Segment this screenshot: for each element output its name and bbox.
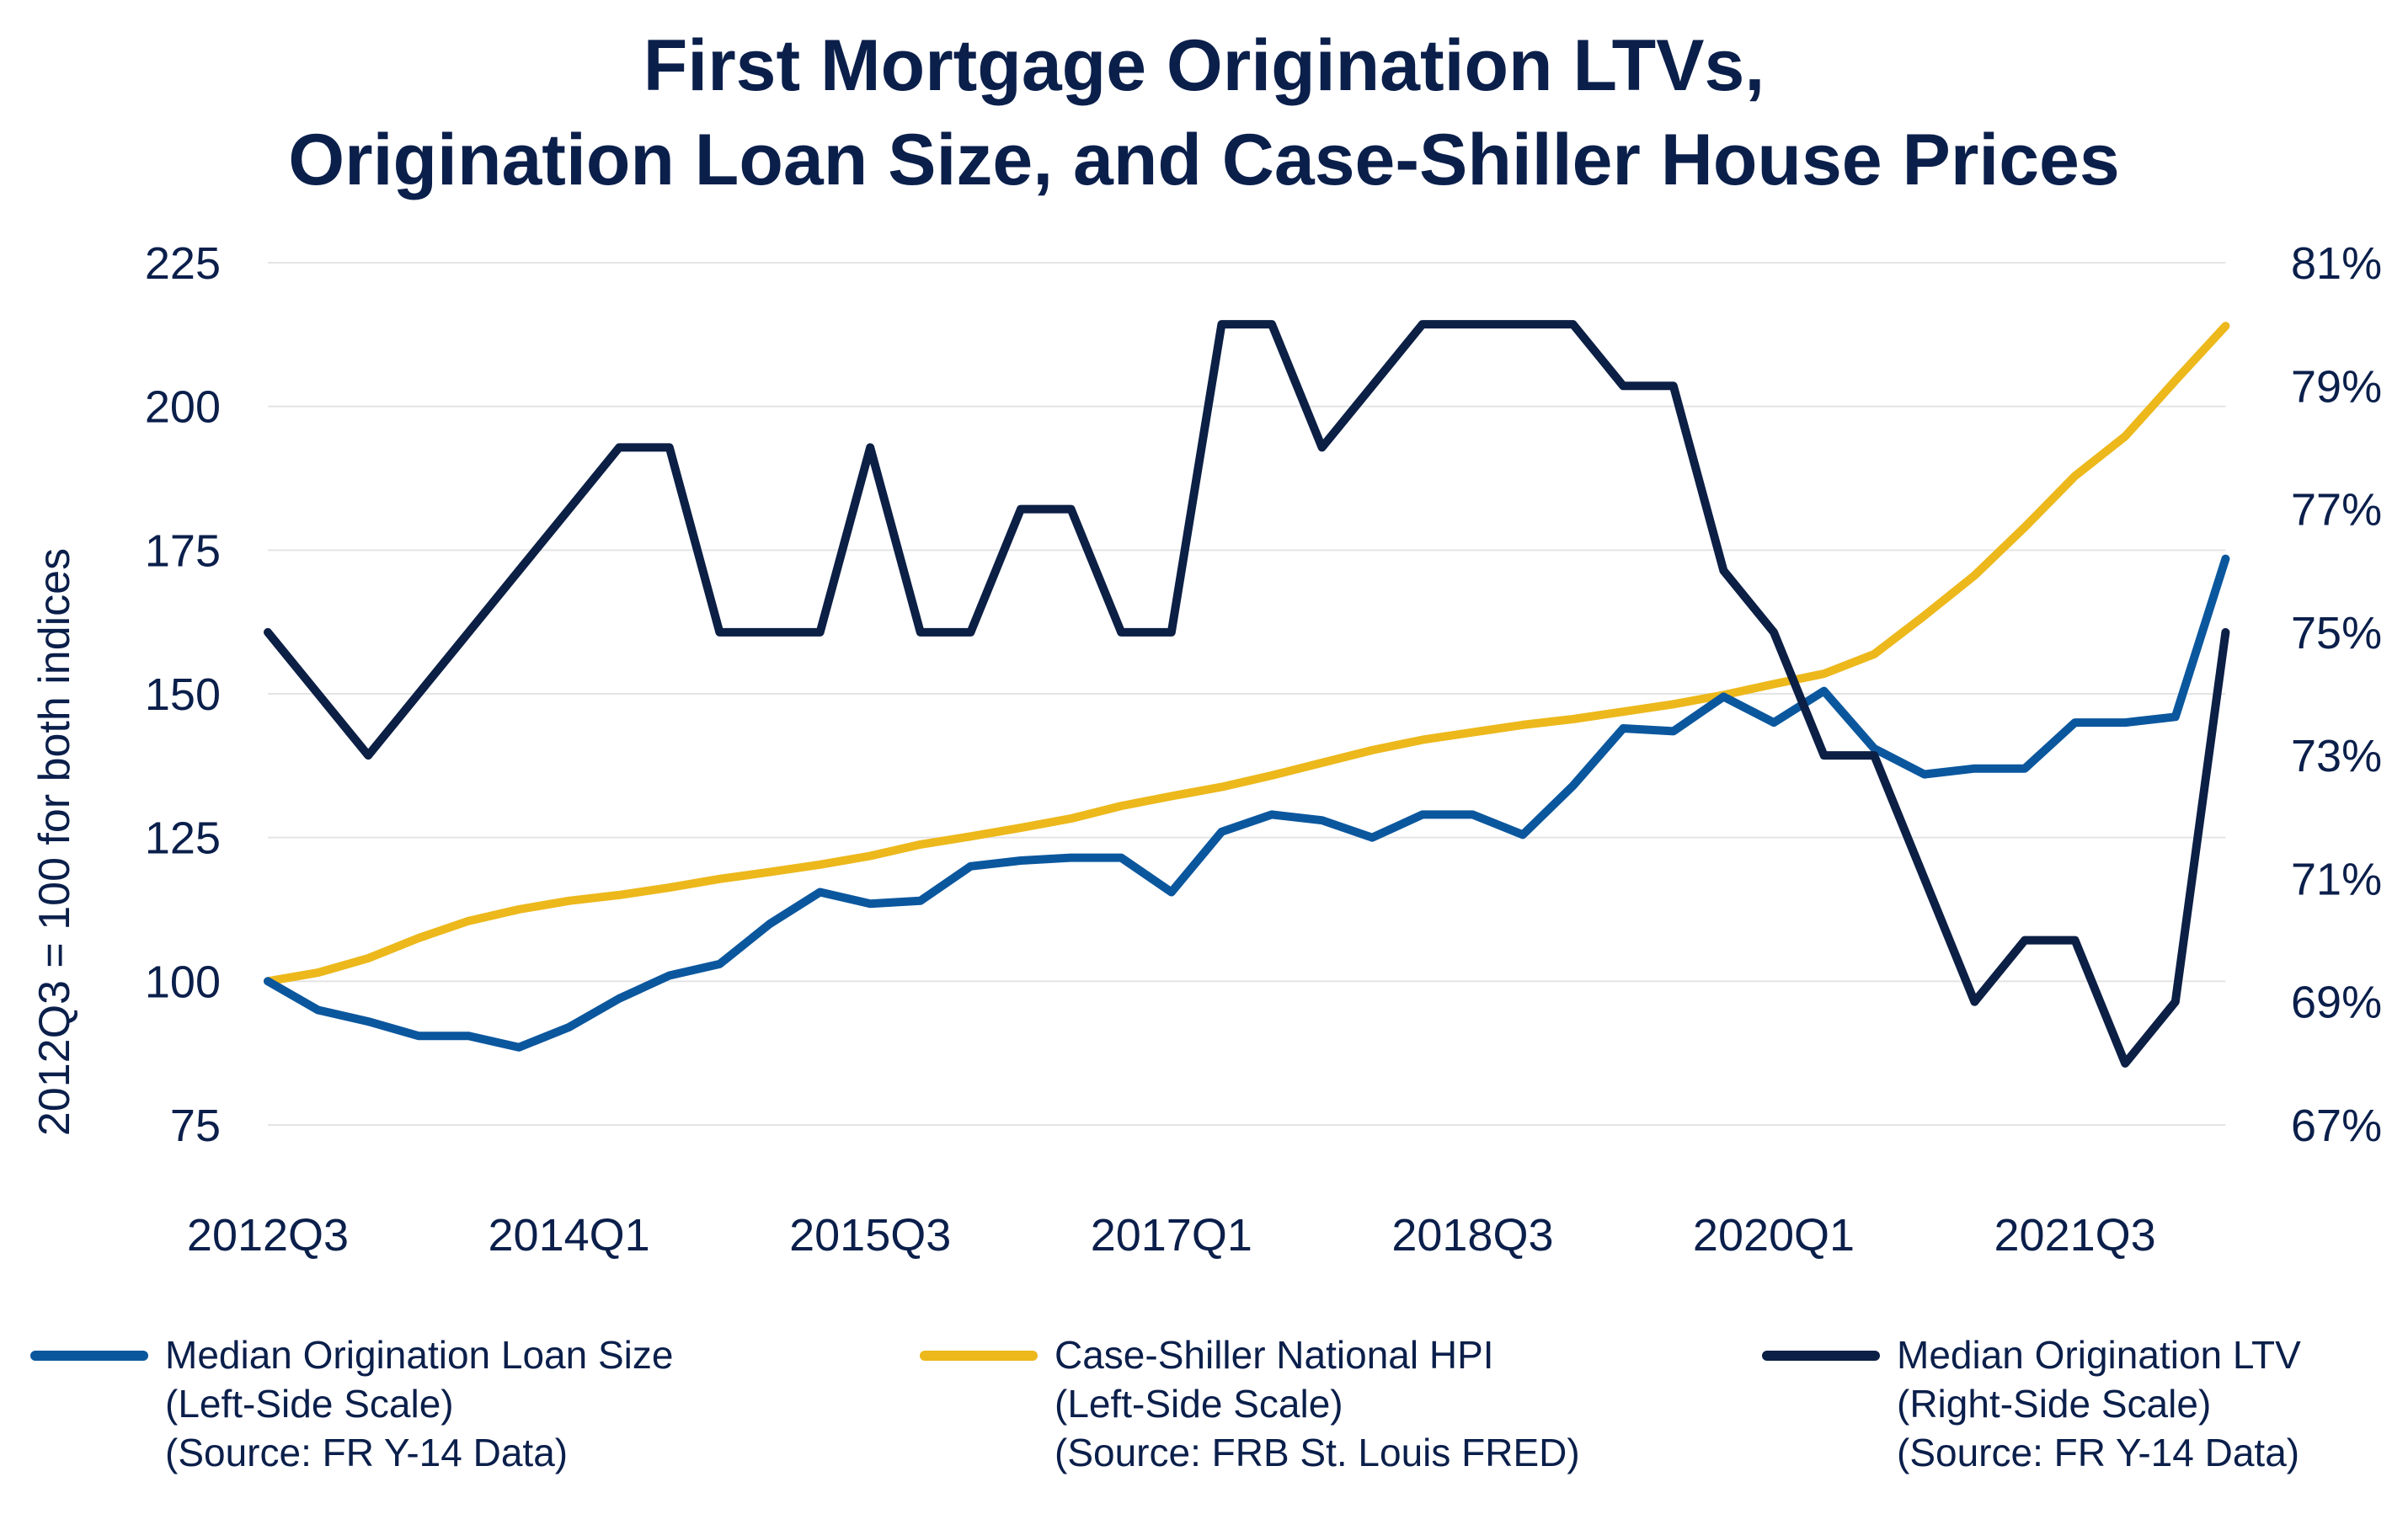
right-tick-label: 67%	[2291, 1101, 2382, 1151]
right-axis-ticks: 67% 69% 71% 73% 75% 77% 79% 81%	[2291, 238, 2382, 1151]
left-tick-label: 200	[145, 382, 221, 433]
left-axis-ticks: 75 100 125 150 175 200 225	[145, 238, 221, 1151]
right-tick-label: 69%	[2291, 978, 2382, 1028]
left-tick-label: 100	[145, 957, 221, 1007]
left-tick-label: 150	[145, 669, 221, 720]
series-lines	[264, 320, 2230, 1068]
legend-swatch-hpi	[920, 1351, 1038, 1361]
left-tick-label: 175	[145, 525, 221, 576]
legend-scale-ltv: (Right-Side Scale)	[1897, 1382, 2212, 1426]
legend-source-hpi: (Source: FRB St. Louis FRED)	[1055, 1431, 1580, 1474]
legend-label-hpi: Case-Shiller National HPI	[1055, 1333, 1494, 1377]
legend-source-ltv: (Source: FR Y-14 Data)	[1897, 1431, 2300, 1474]
chart-title-line-2: Origination Loan Size, and Case-Shiller …	[288, 120, 2120, 200]
series-line-loan-size	[264, 554, 2230, 1052]
legend-label-ltv: Median Origination LTV	[1897, 1333, 2301, 1377]
legend-label-loan-size: Median Origination Loan Size	[165, 1333, 674, 1377]
right-tick-label: 79%	[2291, 361, 2382, 412]
right-tick-label: 73%	[2291, 731, 2382, 781]
right-tick-label: 75%	[2291, 608, 2382, 658]
right-tick-label: 81%	[2291, 238, 2382, 289]
x-tick-label: 2020Q1	[1693, 1210, 1855, 1261]
left-tick-label: 75	[170, 1101, 221, 1151]
x-tick-label: 2015Q3	[789, 1210, 951, 1261]
series-line-hpi	[264, 322, 2230, 986]
left-tick-label: 125	[145, 813, 221, 864]
x-tick-label: 2018Q3	[1391, 1210, 1553, 1261]
chart-title: First Mortgage Origination LTVs, Origina…	[0, 19, 2408, 207]
x-tick-label: 2014Q1	[489, 1210, 650, 1261]
series-line-ltv	[264, 320, 2230, 1068]
x-tick-label: 2021Q3	[1994, 1210, 2156, 1261]
chart-title-line-1: First Mortgage Origination LTVs,	[643, 25, 1765, 106]
legend-swatch-ltv	[1762, 1351, 1880, 1361]
legend-source-loan-size: (Source: FR Y-14 Data)	[165, 1431, 569, 1474]
right-tick-label: 77%	[2291, 485, 2382, 536]
line-chart: 75 100 125 150 175 200 225 67% 69% 71% 73% 75% 77% 7…	[30, 238, 2382, 1261]
legend-scale-hpi: (Left-Side Scale)	[1055, 1382, 1343, 1426]
right-tick-label: 71%	[2291, 854, 2382, 904]
x-axis-ticks: 2012Q3 2014Q1 2015Q3 2017Q1 2018Q3 2020Q1 2021…	[187, 1210, 2156, 1261]
x-tick-label: 2012Q3	[187, 1210, 349, 1261]
legend-scale-loan-size: (Left-Side Scale)	[165, 1382, 454, 1426]
left-tick-label: 225	[145, 238, 221, 289]
left-axis-label: 2012Q3 = 100 for both indices	[30, 548, 79, 1136]
legend-swatch-loan-size	[30, 1351, 148, 1361]
x-tick-label: 2017Q1	[1091, 1210, 1252, 1261]
gridlines	[268, 262, 2226, 1126]
